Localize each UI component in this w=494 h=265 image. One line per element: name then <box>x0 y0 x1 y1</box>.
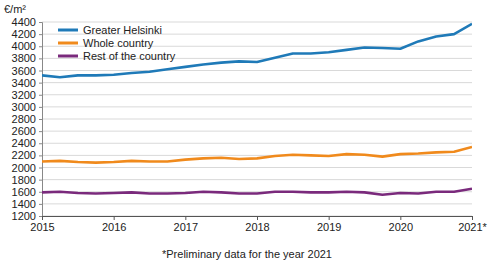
x-axis: 2015 2016 2017 2018 2019 2020 2021* <box>30 216 487 233</box>
y-tick-label: 3400 <box>12 77 36 89</box>
y-tick: 2000 <box>12 162 42 174</box>
x-tick-label: 2020 <box>389 221 413 233</box>
y-tick-label: 2000 <box>12 162 36 174</box>
x-tick: 2017 <box>174 216 198 233</box>
grid-line <box>42 82 472 83</box>
y-tick-mark <box>39 143 42 144</box>
y-label: €/m² <box>4 3 26 15</box>
y-tick-label: 1800 <box>12 174 36 186</box>
y-tick: 4000 <box>12 40 42 52</box>
x-tick-mark <box>185 216 186 220</box>
x-tick-mark <box>257 216 258 220</box>
grid-line <box>42 143 472 144</box>
grid-line <box>42 167 472 168</box>
grid-line <box>42 179 472 180</box>
y-tick-mark <box>39 168 42 169</box>
y-tick-mark <box>39 95 42 96</box>
x-tick: 2020 <box>389 216 413 233</box>
x-tick: 2021* <box>458 216 487 233</box>
chart: 1200140016001800200022002400260028003000… <box>0 0 494 265</box>
y-tick: 3800 <box>12 52 42 64</box>
series-line <box>42 24 472 77</box>
x-tick-mark <box>114 216 115 220</box>
y-tick-label: 4200 <box>12 28 36 40</box>
y-tick-mark <box>39 83 42 84</box>
grid-line <box>42 22 472 23</box>
y-tick-mark <box>39 204 42 205</box>
x-tick: 2019 <box>317 216 341 233</box>
x-tick: 2018 <box>245 216 269 233</box>
legend-label: Rest of the country <box>83 50 176 62</box>
series-line <box>42 147 472 163</box>
y-tick-label: 3800 <box>12 52 36 64</box>
legend-swatch <box>58 55 78 58</box>
lines <box>42 24 472 195</box>
footnote: *Preliminary data for the year 2021 <box>162 248 332 260</box>
x-tick-mark <box>400 216 401 220</box>
y-axis-line <box>39 23 43 217</box>
y-tick-label: 3000 <box>12 101 36 113</box>
x-tick-mark <box>329 216 330 220</box>
x-tick-label: 2019 <box>317 221 341 233</box>
y-tick-label: 3600 <box>12 65 36 77</box>
y-tick-label: 2400 <box>12 137 36 149</box>
y-tick-mark <box>39 22 42 23</box>
y-tick-label: 2600 <box>12 125 36 137</box>
x-tick-label: 2016 <box>102 221 126 233</box>
x-tick-mark <box>472 216 473 220</box>
y-tick-mark <box>39 71 42 72</box>
y-axis: 1200140016001800200022002400260028003000… <box>12 16 43 222</box>
legend-label: Greater Helsinki <box>83 24 162 36</box>
y-tick: 2200 <box>12 149 42 161</box>
x-tick: 2016 <box>102 216 126 233</box>
y-tick: 4200 <box>12 28 42 40</box>
y-tick-mark <box>39 107 42 108</box>
y-tick: 2800 <box>12 113 42 125</box>
x-tick-mark <box>42 216 43 220</box>
y-tick-mark <box>39 119 42 120</box>
y-tick: 3200 <box>12 89 42 101</box>
y-tick-mark <box>39 131 42 132</box>
grid-line <box>42 94 472 95</box>
grid-line <box>42 131 472 132</box>
grid-line <box>42 106 472 107</box>
y-tick-label: 2800 <box>12 113 36 125</box>
y-tick: 2400 <box>12 137 42 149</box>
legend-label: Whole country <box>83 37 154 49</box>
y-tick-label: 4400 <box>12 16 36 28</box>
legend-swatch <box>58 42 78 45</box>
grid-line <box>42 203 472 204</box>
y-tick-label: 1600 <box>12 186 36 198</box>
y-tick-mark <box>39 216 42 217</box>
series-line <box>42 189 472 195</box>
y-tick-mark <box>39 46 42 47</box>
y-tick: 3000 <box>12 101 42 113</box>
y-tick-mark <box>39 58 42 59</box>
grid-line <box>42 70 472 71</box>
grid <box>42 22 472 216</box>
grid-line <box>42 119 472 120</box>
x-tick-label: 2021* <box>458 221 487 233</box>
x-tick-label: 2018 <box>245 221 269 233</box>
y-tick-label: 4000 <box>12 40 36 52</box>
legend: Greater HelsinkiWhole countryRest of the… <box>58 24 176 62</box>
y-tick: 3400 <box>12 77 42 89</box>
x-tick-label: 2015 <box>30 221 54 233</box>
y-tick: 2600 <box>12 125 42 137</box>
y-tick: 1800 <box>12 174 42 186</box>
y-tick: 1400 <box>12 198 42 210</box>
y-tick-mark <box>39 180 42 181</box>
y-tick-label: 1400 <box>12 198 36 210</box>
y-tick-mark <box>39 34 42 35</box>
y-tick: 3600 <box>12 65 42 77</box>
y-tick-label: 2200 <box>12 149 36 161</box>
y-tick-label: 3200 <box>12 89 36 101</box>
y-tick-mark <box>39 155 42 156</box>
x-tick: 2015 <box>30 216 54 233</box>
y-tick: 4400 <box>12 16 42 28</box>
legend-swatch <box>58 29 78 32</box>
y-tick: 1600 <box>12 186 42 198</box>
y-tick-mark <box>39 192 42 193</box>
x-tick-label: 2017 <box>174 221 198 233</box>
